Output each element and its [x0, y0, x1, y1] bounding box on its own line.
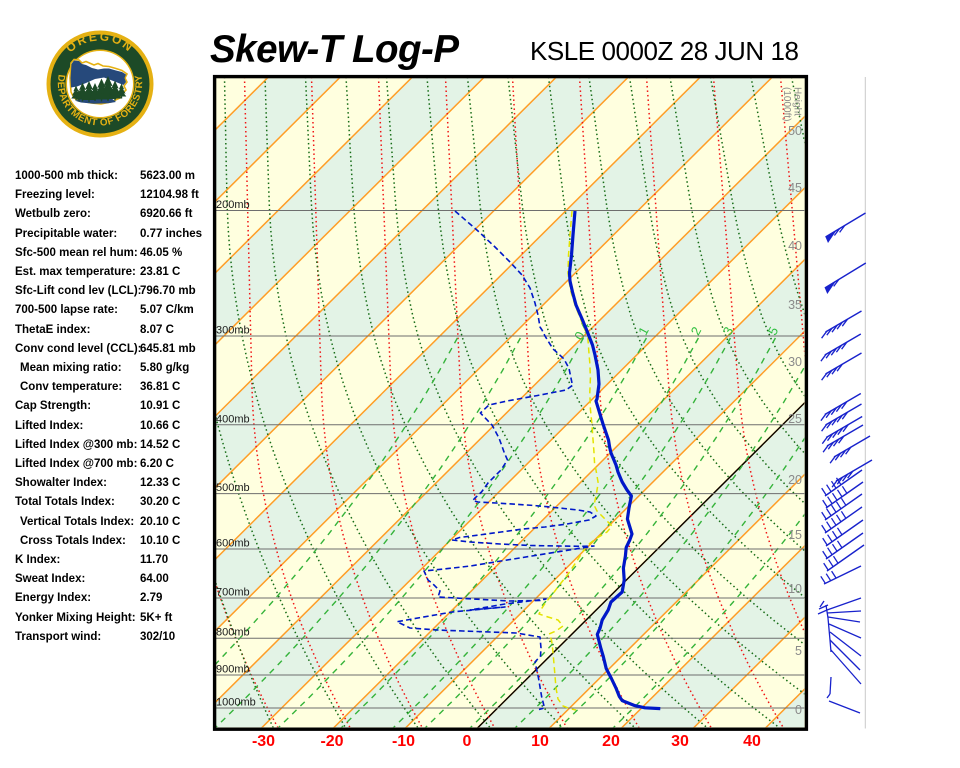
- svg-text:1000mb: 1000mb: [216, 697, 256, 709]
- svg-text:0.4: 0.4: [571, 319, 593, 342]
- svg-text:20: 20: [602, 733, 620, 750]
- svg-text:-10: -10: [392, 733, 415, 750]
- svg-text:300mb: 300mb: [216, 325, 250, 337]
- svg-text:500mb: 500mb: [216, 482, 250, 494]
- svg-text:10: 10: [788, 582, 802, 596]
- svg-text:40: 40: [743, 733, 761, 750]
- svg-text:-30: -30: [252, 733, 275, 750]
- svg-text:25: 25: [788, 412, 802, 426]
- svg-text:50: 50: [788, 124, 802, 138]
- svg-text:30: 30: [671, 733, 689, 750]
- svg-text:600mb: 600mb: [216, 538, 250, 550]
- svg-text:35: 35: [788, 298, 802, 312]
- svg-text:-20: -20: [320, 733, 343, 750]
- svg-text:45: 45: [788, 181, 802, 195]
- svg-text:900mb: 900mb: [216, 664, 250, 676]
- svg-text:15: 15: [788, 528, 802, 542]
- svg-text:200mb: 200mb: [216, 199, 250, 211]
- svg-text:5: 5: [795, 644, 802, 658]
- svg-text:0: 0: [795, 703, 802, 717]
- svg-text:(1000ft): (1000ft): [781, 87, 792, 121]
- svg-text:20: 20: [788, 473, 802, 487]
- svg-text:400mb: 400mb: [216, 413, 250, 425]
- svg-text:0: 0: [463, 733, 472, 750]
- svg-text:700mb: 700mb: [216, 587, 250, 599]
- svg-text:Height: Height: [792, 87, 803, 116]
- svg-text:10: 10: [531, 733, 549, 750]
- svg-text:800mb: 800mb: [216, 627, 250, 639]
- svg-text:40: 40: [788, 239, 802, 253]
- svg-text:30: 30: [788, 355, 802, 369]
